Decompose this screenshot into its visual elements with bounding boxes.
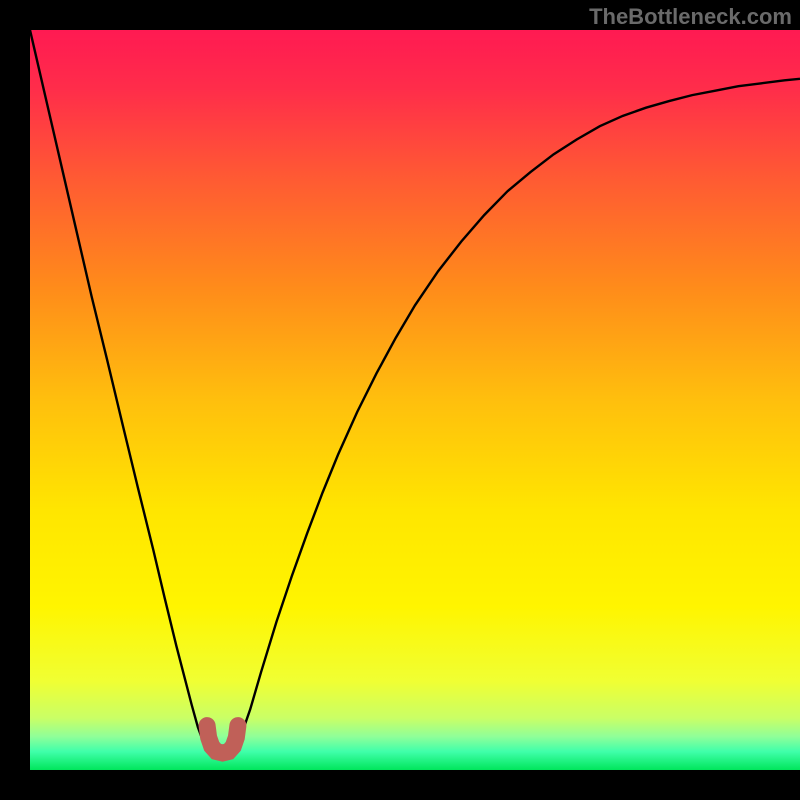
plot-background: [30, 30, 800, 770]
chart-container: TheBottleneck.com: [0, 0, 800, 800]
plot-area: [30, 30, 800, 770]
watermark-text: TheBottleneck.com: [589, 4, 792, 30]
